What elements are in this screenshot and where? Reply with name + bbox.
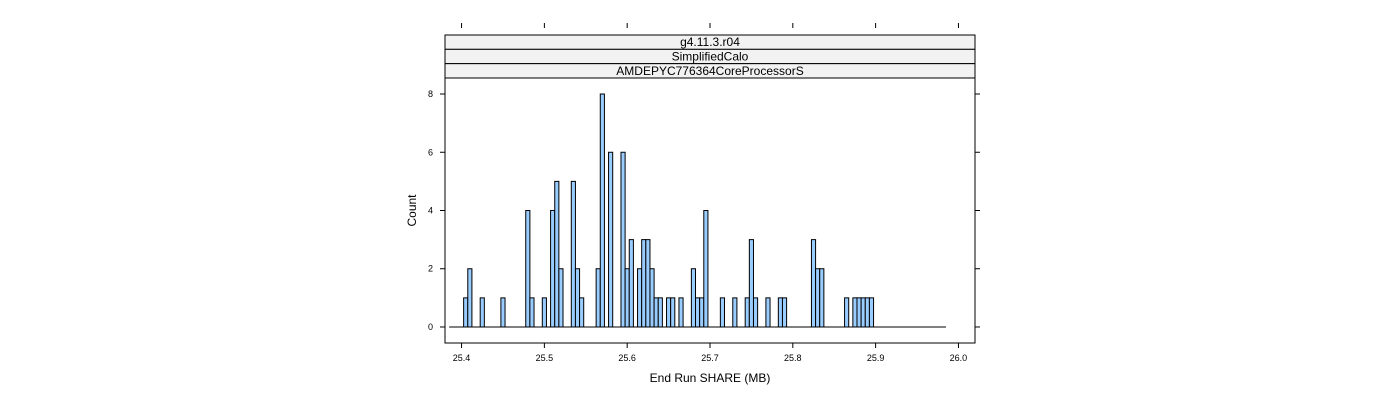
- x-tick-label: 25.5: [536, 353, 554, 363]
- histogram-bar: [579, 297, 585, 328]
- y-tick-label: 6: [428, 147, 433, 157]
- bar-series: [463, 93, 875, 328]
- histogram-bar: [670, 297, 676, 328]
- histogram-bar: [641, 239, 647, 328]
- x-axis-title: End Run SHARE (MB): [650, 371, 771, 385]
- histogram-bar: [810, 239, 817, 328]
- histogram-bar: [479, 297, 485, 328]
- histogram-bar: [819, 268, 825, 328]
- histogram-bar: [781, 297, 788, 328]
- plot-panel: [444, 77, 976, 344]
- y-tick-label: 0: [428, 322, 433, 332]
- x-tick-label: 25.6: [618, 353, 636, 363]
- strip-label: SimplifiedCalo: [672, 49, 749, 63]
- histogram-bar: [463, 297, 469, 328]
- histogram-bar: [856, 297, 862, 328]
- histogram-bar: [541, 297, 547, 328]
- histogram-bar: [558, 268, 564, 328]
- y-tick-label: 8: [428, 89, 433, 99]
- histogram-bar: [690, 268, 697, 328]
- x-tick-label: 26.0: [950, 353, 968, 363]
- histogram-bar: [815, 268, 821, 328]
- histogram-bar: [666, 297, 672, 328]
- histogram-bar: [467, 268, 473, 328]
- y-axis-title: Count: [405, 194, 419, 227]
- histogram-bar: [550, 210, 556, 328]
- histogram-bar: [777, 297, 783, 328]
- histogram-bar: [719, 297, 725, 328]
- x-tick-label: 25.7: [701, 353, 719, 363]
- x-tick-label: 25.9: [867, 353, 885, 363]
- strip-headers: g4.11.3.r04SimplifiedCaloAMDEPYC776364Co…: [444, 34, 976, 79]
- histogram-bar: [748, 239, 754, 328]
- histogram-bar: [852, 297, 858, 328]
- strip-label: AMDEPYC776364CoreProcessorS: [616, 64, 803, 78]
- histogram-bar: [765, 297, 771, 328]
- histogram-bar: [695, 297, 701, 328]
- histogram-bar: [752, 297, 759, 328]
- histogram-bar: [657, 297, 663, 328]
- y-tick-label: 2: [428, 264, 433, 274]
- histogram-bar: [620, 151, 626, 328]
- strip-label: g4.11.3.r04: [680, 35, 740, 49]
- histogram-bar: [599, 93, 605, 328]
- histogram-bar: [637, 268, 643, 328]
- histogram-bar: [860, 297, 866, 328]
- histogram-bar: [678, 297, 684, 328]
- histogram-bar: [570, 180, 576, 328]
- histogram-bar: [732, 297, 738, 328]
- y-axis: 0 2 4 6 8: [428, 89, 980, 332]
- x-axis: 25.4 25.5 25.6 25.7 25.8 25.9 26.0: [453, 23, 967, 363]
- histogram-bar: [653, 297, 659, 328]
- histogram-bar: [868, 297, 875, 328]
- histogram-bar: [554, 180, 560, 328]
- histogram-bar: [574, 268, 581, 328]
- histogram-bar: [699, 297, 705, 328]
- histogram-bar: [703, 210, 709, 328]
- histogram-bar: [744, 297, 750, 328]
- histogram-bar: [529, 297, 535, 328]
- histogram-bar: [595, 268, 601, 328]
- histogram-bar: [649, 268, 655, 328]
- histogram-bar: [500, 297, 506, 328]
- histogram-bar: [624, 268, 630, 328]
- histogram-bar: [608, 151, 614, 328]
- x-tick-label: 25.4: [453, 353, 471, 363]
- histogram-bar: [864, 297, 870, 328]
- y-tick-label: 4: [428, 206, 433, 216]
- x-tick-label: 25.8: [784, 353, 802, 363]
- histogram-bar: [628, 239, 634, 328]
- histogram-bar: [844, 297, 850, 328]
- histogram-bar: [645, 239, 651, 328]
- histogram-bar: [525, 210, 531, 328]
